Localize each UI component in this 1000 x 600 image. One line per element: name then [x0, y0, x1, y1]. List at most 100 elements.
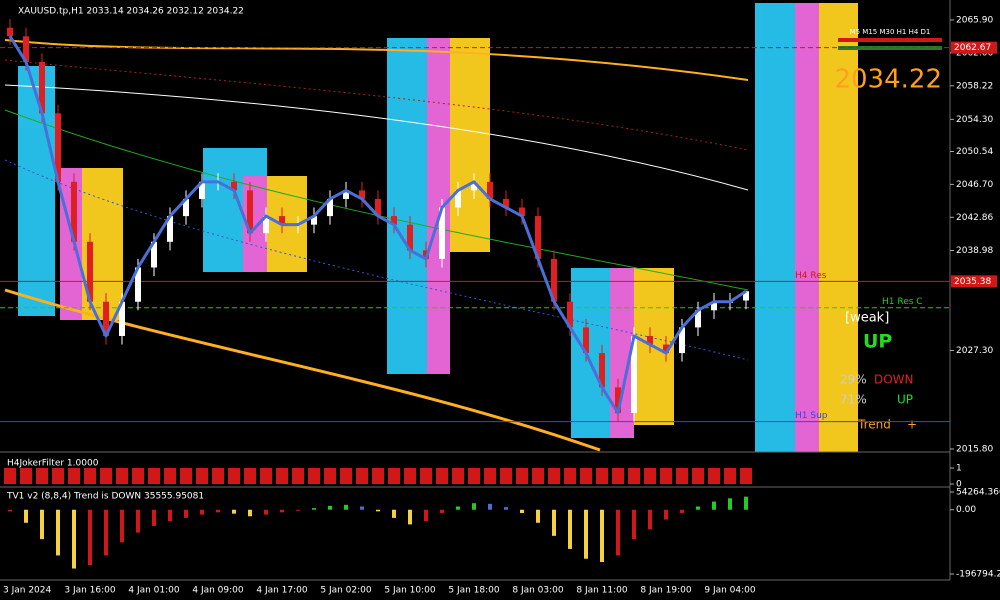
candle-body: [327, 198, 333, 217]
y-tick-label: 2027.30: [956, 346, 993, 356]
candle-body: [7, 27, 13, 37]
oscillator-bar: [696, 506, 700, 510]
y-tick-label: 0.00: [956, 505, 976, 515]
up-pct: 71%: [840, 393, 867, 407]
filter-bar: [276, 468, 288, 484]
oscillator-bar: [472, 503, 476, 510]
filter-bar: [452, 468, 464, 484]
trend-sign: +: [907, 418, 917, 432]
filter-bar: [356, 468, 368, 484]
candle-body: [263, 216, 269, 234]
candle-body: [119, 301, 125, 336]
candle-body: [23, 36, 29, 62]
y-tick-label: 2015.80: [956, 445, 993, 455]
oscillator-bar: [680, 509, 684, 513]
candle-body: [39, 61, 45, 114]
filter-bar: [340, 468, 352, 484]
filter-bar: [132, 468, 144, 484]
candle-body: [599, 353, 605, 388]
oscillator-bar: [424, 509, 428, 522]
level-name: H1 Sup: [795, 411, 828, 421]
candle-body: [695, 310, 701, 328]
y-tick-label: 2058.22: [956, 81, 993, 91]
candle-body: [71, 181, 77, 242]
candle-body: [535, 216, 541, 259]
filter-bar: [100, 468, 112, 484]
candle-body: [631, 335, 637, 414]
oscillator-bar: [520, 509, 524, 513]
y-tick-label: 2050.54: [956, 147, 993, 157]
candle-body: [551, 258, 557, 302]
close-line: [8, 35, 747, 415]
filter-bar: [308, 468, 320, 484]
filter-bar: [612, 468, 624, 484]
x-tick-label: 8 Jan 03:00: [512, 586, 564, 596]
candle-body: [167, 216, 173, 242]
candle-body: [359, 190, 365, 199]
filter-bar: [260, 468, 272, 484]
oscillator-bar: [552, 509, 556, 536]
oscillator-bar: [264, 509, 268, 515]
filter-bar: [244, 468, 256, 484]
x-tick-label: 4 Jan 17:00: [256, 586, 308, 596]
filter-bar: [388, 468, 400, 484]
y-tick-label: 2054.30: [956, 115, 993, 125]
y-tick-label: 2065.90: [956, 15, 993, 25]
oscillator-bar: [104, 509, 108, 556]
filter-bar: [324, 468, 336, 484]
filter-bar: [52, 468, 64, 484]
down: DOWN: [874, 373, 914, 387]
candle-body: [743, 291, 749, 301]
oscillator-bar: [120, 509, 124, 543]
trend: Trend: [857, 418, 891, 432]
filter-bar: [196, 468, 208, 484]
up: UP: [897, 393, 913, 407]
oscillator-bar: [712, 501, 716, 510]
filter-bar: [180, 468, 192, 484]
filter-bar: [516, 468, 528, 484]
oscillator-title: TV1 v2 (8,8,4) Trend is DOWN 35555.95081: [6, 492, 204, 502]
candle-body: [375, 198, 381, 217]
oscillator-bar: [216, 509, 220, 513]
chart-title: XAUUSD.tp,H1 2033.14 2034.26 2032.12 203…: [18, 7, 244, 17]
filter-bar: [436, 468, 448, 484]
oscillator-bar: [280, 509, 284, 513]
filter-bar: [116, 468, 128, 484]
candle-body: [151, 241, 157, 268]
candle-body: [279, 216, 285, 225]
y-tick-label: 54264.360: [956, 488, 1000, 498]
x-tick-label: 5 Jan 02:00: [320, 586, 372, 596]
candle-body: [663, 344, 669, 354]
candle-body: [407, 224, 413, 251]
oscillator-bar: [360, 506, 364, 510]
oscillator-bar: [8, 509, 12, 512]
x-tick-label: 4 Jan 01:00: [128, 586, 180, 596]
level-value: 2062.67: [954, 43, 991, 53]
oscillator-bar: [440, 509, 444, 513]
oscillator-bar: [296, 509, 300, 511]
oscillator-bar: [72, 509, 76, 569]
price: 2034.22: [834, 65, 942, 95]
candle-body: [87, 241, 93, 302]
x-tick-label: 5 Jan 18:00: [448, 586, 500, 596]
signal: UP: [863, 331, 892, 353]
filter-bar: [740, 468, 752, 484]
timeframes: M5 M15 M30 H1 H4 D1: [850, 28, 931, 36]
oscillator-bar: [184, 509, 188, 518]
oscillator-bar: [744, 496, 748, 510]
oscillator-bar: [504, 507, 508, 510]
oscillator-bar: [536, 509, 540, 523]
oscillator-bar: [648, 509, 652, 530]
strength: [weak]: [845, 311, 889, 326]
candle-body: [471, 181, 477, 191]
filter-bar: [580, 468, 592, 484]
filter-bar: [692, 468, 704, 484]
y-tick-label: 2046.70: [956, 180, 993, 190]
filter-bar: [420, 468, 432, 484]
filter-bar: [404, 468, 416, 484]
oscillator-bar: [136, 509, 140, 533]
level-box: [951, 41, 997, 54]
y-tick-label: 1: [956, 464, 962, 474]
x-tick-label: 5 Jan 10:00: [384, 586, 436, 596]
